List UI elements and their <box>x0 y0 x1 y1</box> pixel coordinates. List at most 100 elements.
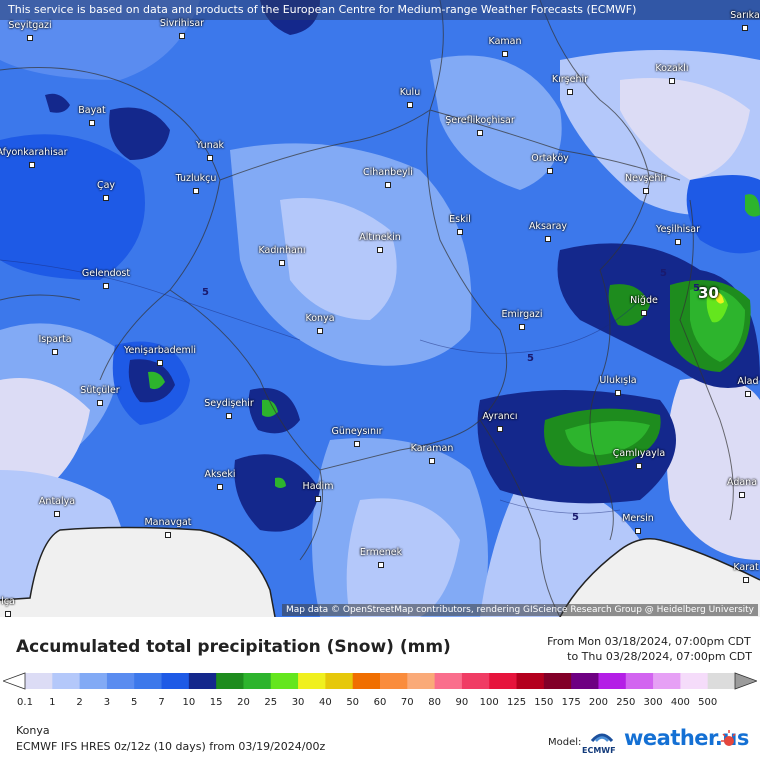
city-label: Karat <box>733 562 759 573</box>
city-label: Kulu <box>399 87 421 98</box>
brand-sun-icon <box>721 730 736 746</box>
city-marker <box>643 188 649 194</box>
city-label: Yunak <box>195 140 225 151</box>
color-scale-cell <box>653 673 681 689</box>
color-scale-tick: 25 <box>264 697 278 708</box>
city-label: Mersin <box>622 513 654 524</box>
city-marker <box>745 391 751 397</box>
color-scale-tick: 2 <box>76 697 83 708</box>
city-label: Yenişarbademli <box>124 345 196 356</box>
city-label: Manavgat <box>144 517 192 528</box>
color-scale-tick: 175 <box>561 697 581 708</box>
color-scale-cell <box>188 673 217 689</box>
color-scale-tick: 100 <box>479 697 499 708</box>
color-scale-cell <box>598 673 627 689</box>
city-marker <box>29 162 35 168</box>
map-attribution[interactable]: Map data © OpenStreetMap contributors, r… <box>282 604 758 616</box>
city-marker <box>27 35 33 41</box>
color-scale-tick: 10 <box>182 697 196 708</box>
color-scale-cell <box>325 673 354 689</box>
city-label: Ayrancı <box>482 411 518 422</box>
city-label: Seydişehir <box>204 398 254 409</box>
city-marker <box>97 400 103 406</box>
city-marker <box>636 463 642 469</box>
scale-left-arrow <box>3 672 26 690</box>
city-marker <box>547 168 553 174</box>
city-marker <box>641 310 647 316</box>
city-label: Yeşilhisar <box>656 224 700 235</box>
city-label: Alad <box>737 376 759 387</box>
city-marker <box>217 484 223 490</box>
color-scale-cell <box>134 673 163 689</box>
city-marker <box>615 390 621 396</box>
city-marker <box>317 328 323 334</box>
color-scale-cell <box>161 673 190 689</box>
city-label: Kozaklı <box>655 63 689 74</box>
color-scale-tick: 50 <box>346 697 360 708</box>
color-scale-tick: 7 <box>158 697 165 708</box>
color-scale-bar <box>3 672 757 690</box>
color-scale-cell <box>489 673 518 689</box>
color-scale-tick: 80 <box>428 697 441 708</box>
location-name: Konya <box>16 724 50 737</box>
color-scale-tick: 70 <box>400 697 414 708</box>
city-marker <box>385 182 391 188</box>
map-canvas <box>0 0 760 617</box>
color-scale-tick: 0.1 <box>17 697 33 708</box>
city-label: Çamlıyayla <box>612 448 666 459</box>
ecmwf-logo-icon <box>590 733 614 743</box>
city-marker <box>378 562 384 568</box>
city-marker <box>103 283 109 289</box>
contour-label: 5 <box>693 283 700 294</box>
model-info: ECMWF IFS HRES 0z/12z (10 days) from 03/… <box>16 740 326 753</box>
color-scale-tick: 150 <box>534 697 554 708</box>
contour-label: 5 <box>660 268 667 279</box>
city-marker <box>742 25 748 31</box>
city-label: lça <box>1 596 15 607</box>
color-scale-ticks: 0.1 1 2 3 5 7 10 15 20 25 30 40 50 60 70 80 90 100 125 150 1… <box>0 697 760 711</box>
contour-label: 5 <box>572 512 579 523</box>
city-label: Kadınhanı <box>258 245 306 256</box>
city-label: Çay <box>96 180 116 191</box>
city-marker <box>567 89 573 95</box>
contour-label: 5 <box>202 287 209 298</box>
city-label: Nevşehir <box>625 173 667 184</box>
color-scale-tick: 90 <box>455 697 469 708</box>
city-marker <box>315 496 321 502</box>
time-range: From Mon 03/18/2024, 07:00pm CDT to Thu … <box>547 634 752 664</box>
city-label: Karaman <box>410 443 454 454</box>
city-label: Konya <box>305 313 335 324</box>
city-label: Emirgazi <box>501 309 543 320</box>
color-scale-tick: 5 <box>131 697 138 708</box>
color-scale-cell <box>680 673 709 689</box>
city-marker <box>407 102 413 108</box>
legend-title: Accumulated total precipitation (Snow) (… <box>16 637 451 657</box>
color-scale-cell <box>352 673 381 689</box>
color-scale-cell <box>407 673 436 689</box>
color-scale-tick: 125 <box>506 697 527 708</box>
city-label: Gelendost <box>81 268 131 279</box>
city-label: Cihanbeyli <box>363 167 413 178</box>
city-marker <box>675 239 681 245</box>
color-scale-cell <box>216 673 244 689</box>
color-scale-tick: 300 <box>643 697 663 708</box>
city-label: Akseki <box>204 469 236 480</box>
city-label: Ulukışla <box>599 375 637 386</box>
city-label: Sivrihisar <box>159 18 205 29</box>
color-scale-cell <box>79 673 108 689</box>
city-marker <box>279 260 285 266</box>
city-marker <box>519 324 525 330</box>
color-scale-tick: 3 <box>103 697 111 708</box>
range-to: to Thu 03/28/2024, 07:00pm CDT <box>567 650 752 663</box>
city-marker <box>457 229 463 235</box>
city-label: Altınekin <box>359 232 401 243</box>
city-marker <box>354 441 360 447</box>
color-scale-cell <box>380 673 408 689</box>
city-label: Adana <box>726 477 758 488</box>
color-scale-cell <box>625 673 654 689</box>
city-label: Eskil <box>449 214 471 225</box>
city-label: Ortaköy <box>531 153 569 164</box>
precipitation-map[interactable]: This service is based on data and produc… <box>0 0 760 617</box>
city-marker <box>635 528 641 534</box>
color-scale-tick: 250 <box>616 697 636 708</box>
